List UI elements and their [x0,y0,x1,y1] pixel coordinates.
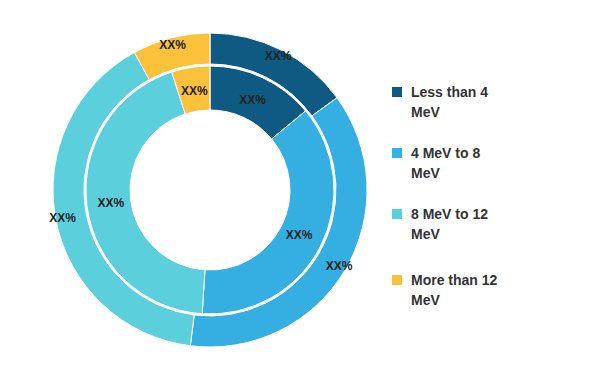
legend-label: 4 MeV to 8MeV [411,145,480,181]
legend-swatch [392,87,402,97]
data-label: XX% [239,93,266,107]
data-label: XX% [159,38,186,52]
legend: Less than 4MeV 4 MeV to 8MeV 8 MeV to 12Me… [392,84,498,308]
legend-swatch [392,209,402,219]
legend-item: 8 MeV to 12MeV [392,206,488,242]
legend-label: 8 MeV to 12MeV [411,206,488,242]
data-label: XX% [326,259,353,273]
data-label: XX% [97,196,124,210]
legend-swatch [392,148,402,158]
legend-label: More than 12MeV [411,272,498,308]
rings [53,33,367,347]
data-label: XX% [265,49,292,63]
legend-label: Less than 4MeV [411,84,488,120]
ring-slice [53,52,194,345]
ring [86,66,334,314]
ring-slice [190,98,367,347]
ring [53,33,367,347]
legend-item: Less than 4MeV [392,84,488,120]
legend-item: More than 12MeV [392,272,498,308]
data-label: XX% [181,84,208,98]
ring-slice [172,66,210,114]
ring-slice [210,33,337,116]
legend-item: 4 MeV to 8MeV [392,145,480,181]
data-label: XX% [49,211,76,225]
data-label: XX% [286,228,313,242]
chart: XX% XX% XX% XX% XX% XX% XX% XX% Less than 4MeV 4 … [0,0,600,371]
ring-slice [134,33,210,80]
data-labels: XX% XX% XX% XX% XX% XX% XX% XX% [49,38,352,274]
legend-swatch [392,275,402,285]
